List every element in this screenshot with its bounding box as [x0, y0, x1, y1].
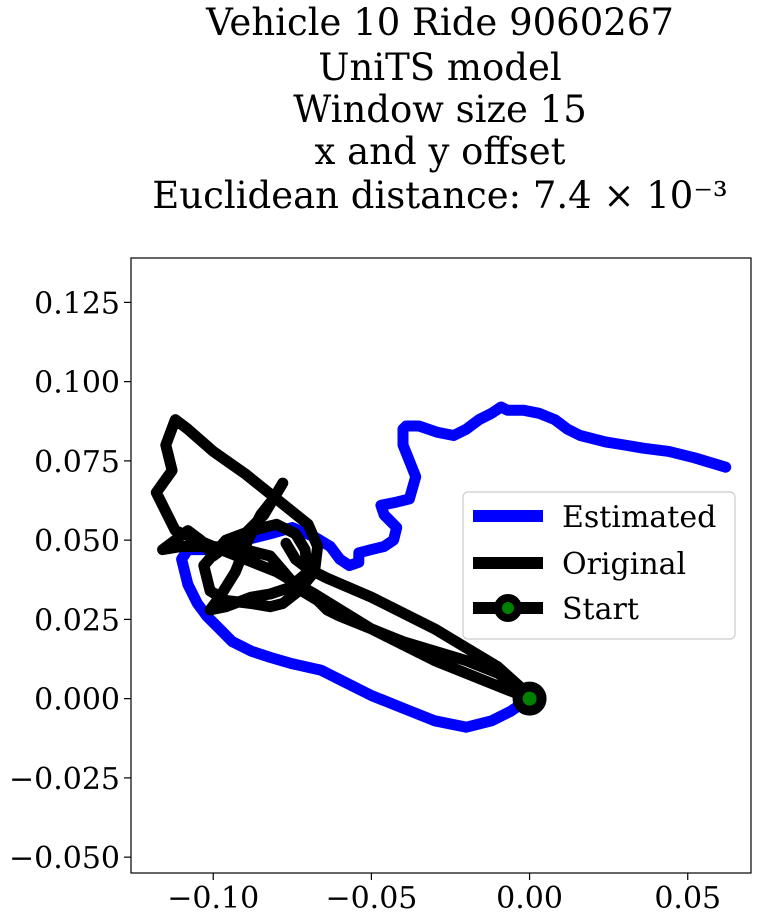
plot-frame [130, 257, 752, 874]
y-axis: −0.050 −0.025 0.000 0.025 0.050 0.075 0.100 0.1… [9, 286, 131, 876]
title-line-3: Window size 15 [293, 88, 587, 131]
series-layer [150, 401, 732, 733]
y-tick-label: 0.050 [34, 524, 120, 559]
legend: Estimated Original Start [462, 491, 736, 640]
series-line-original [150, 414, 536, 705]
x-tick-label: −0.10 [167, 881, 259, 916]
x-tick-label: 0.00 [496, 881, 563, 916]
start-marker [512, 681, 547, 716]
title-line-5: Euclidean distance: 7.4 × 10⁻³ [152, 174, 727, 217]
marker-layer [512, 681, 547, 716]
title-line-1: Vehicle 10 Ride 9060267 [205, 1, 674, 44]
series-line-estimated [176, 401, 732, 733]
y-tick-label: 0.125 [34, 286, 120, 321]
x-tick-label: 0.05 [654, 881, 721, 916]
y-tick-label: 0.075 [34, 445, 120, 480]
x-axis: −0.10 −0.05 0.00 0.05 [167, 873, 721, 916]
legend-label-start: Start [562, 592, 639, 627]
y-tick-label: 0.100 [34, 366, 120, 401]
y-tick-label: 0.000 [34, 683, 120, 718]
y-tick-label: −0.050 [9, 841, 120, 876]
legend-swatch-start-marker [494, 594, 522, 622]
title-line-2: UniTS model [318, 46, 561, 89]
x-tick-label: −0.05 [325, 881, 417, 916]
legend-label-original: Original [562, 547, 686, 582]
chart-title: Vehicle 10 Ride 9060267 UniTS model Wind… [152, 1, 727, 217]
y-tick-label: 0.025 [34, 603, 120, 638]
y-tick-label: −0.025 [9, 762, 120, 797]
title-line-4: x and y offset [315, 130, 566, 173]
legend-label-estimated: Estimated [562, 500, 716, 535]
